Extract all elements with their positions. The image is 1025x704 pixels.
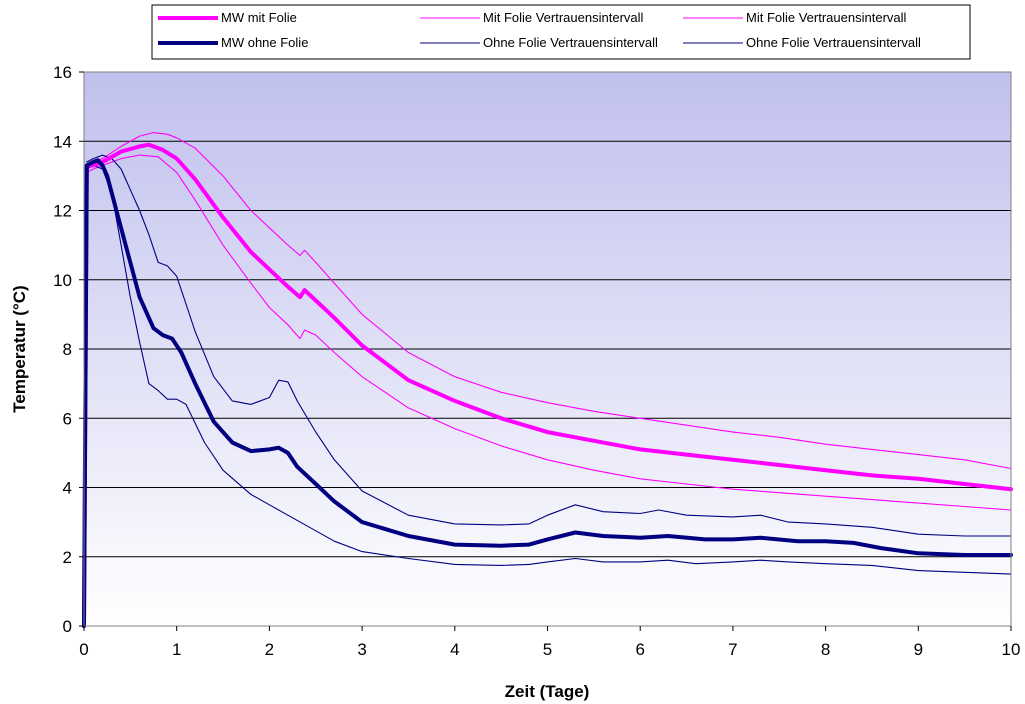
series-lines bbox=[82, 132, 1013, 628]
series-line-2 bbox=[86, 154, 1012, 511]
x-tick-label: 1 bbox=[172, 640, 181, 659]
legend-label: Ohne Folie Vertrauensintervall bbox=[483, 35, 658, 50]
y-tick-label: 2 bbox=[63, 548, 72, 567]
series-line-4 bbox=[86, 154, 1012, 537]
y-tick-label: 12 bbox=[53, 202, 72, 221]
y-tick-label: 16 bbox=[53, 63, 72, 82]
x-tick-label: 4 bbox=[450, 640, 459, 659]
y-tick-label: 8 bbox=[63, 340, 72, 359]
x-tick-label: 10 bbox=[1002, 640, 1021, 659]
legend-label: MW mit Folie bbox=[221, 10, 297, 25]
x-axis-title: Zeit (Tage) bbox=[505, 682, 590, 701]
legend-label: Ohne Folie Vertrauensintervall bbox=[746, 35, 921, 50]
x-tick-label: 0 bbox=[79, 640, 88, 659]
x-tick-label: 3 bbox=[357, 640, 366, 659]
axes bbox=[79, 71, 1012, 631]
x-tick-label: 5 bbox=[543, 640, 552, 659]
x-tick-label: 9 bbox=[914, 640, 923, 659]
x-tick-label: 8 bbox=[821, 640, 830, 659]
x-tick-label: 7 bbox=[728, 640, 737, 659]
x-tick-labels: 0 1 2 3 4 5 6 7 8 9 10 bbox=[79, 640, 1020, 659]
y-tick-label: 14 bbox=[53, 132, 72, 151]
x-tick-label: 6 bbox=[635, 640, 644, 659]
legend-label: Mit Folie Vertrauensintervall bbox=[746, 10, 907, 25]
y-tick-labels: 0 2 4 6 8 10 12 14 16 bbox=[53, 63, 72, 636]
series-line-1 bbox=[86, 132, 1012, 470]
y-tick-label: 6 bbox=[63, 409, 72, 428]
y-tick-label: 4 bbox=[63, 479, 72, 498]
legend-label: Mit Folie Vertrauensintervall bbox=[483, 10, 644, 25]
y-tick-label: 0 bbox=[63, 617, 72, 636]
y-tick-label: 10 bbox=[53, 271, 72, 290]
x-tick-label: 2 bbox=[265, 640, 274, 659]
series-line-0 bbox=[82, 142, 1013, 628]
series-line-5 bbox=[86, 164, 1012, 575]
legend-box bbox=[151, 4, 971, 60]
legend: MW mit Folie Mit Folie Vertrauensinterval… bbox=[151, 4, 971, 60]
series-line-3 bbox=[82, 158, 1013, 628]
y-axis-title: Temperatur (°C) bbox=[10, 285, 29, 412]
legend-label: MW ohne Folie bbox=[221, 35, 308, 50]
